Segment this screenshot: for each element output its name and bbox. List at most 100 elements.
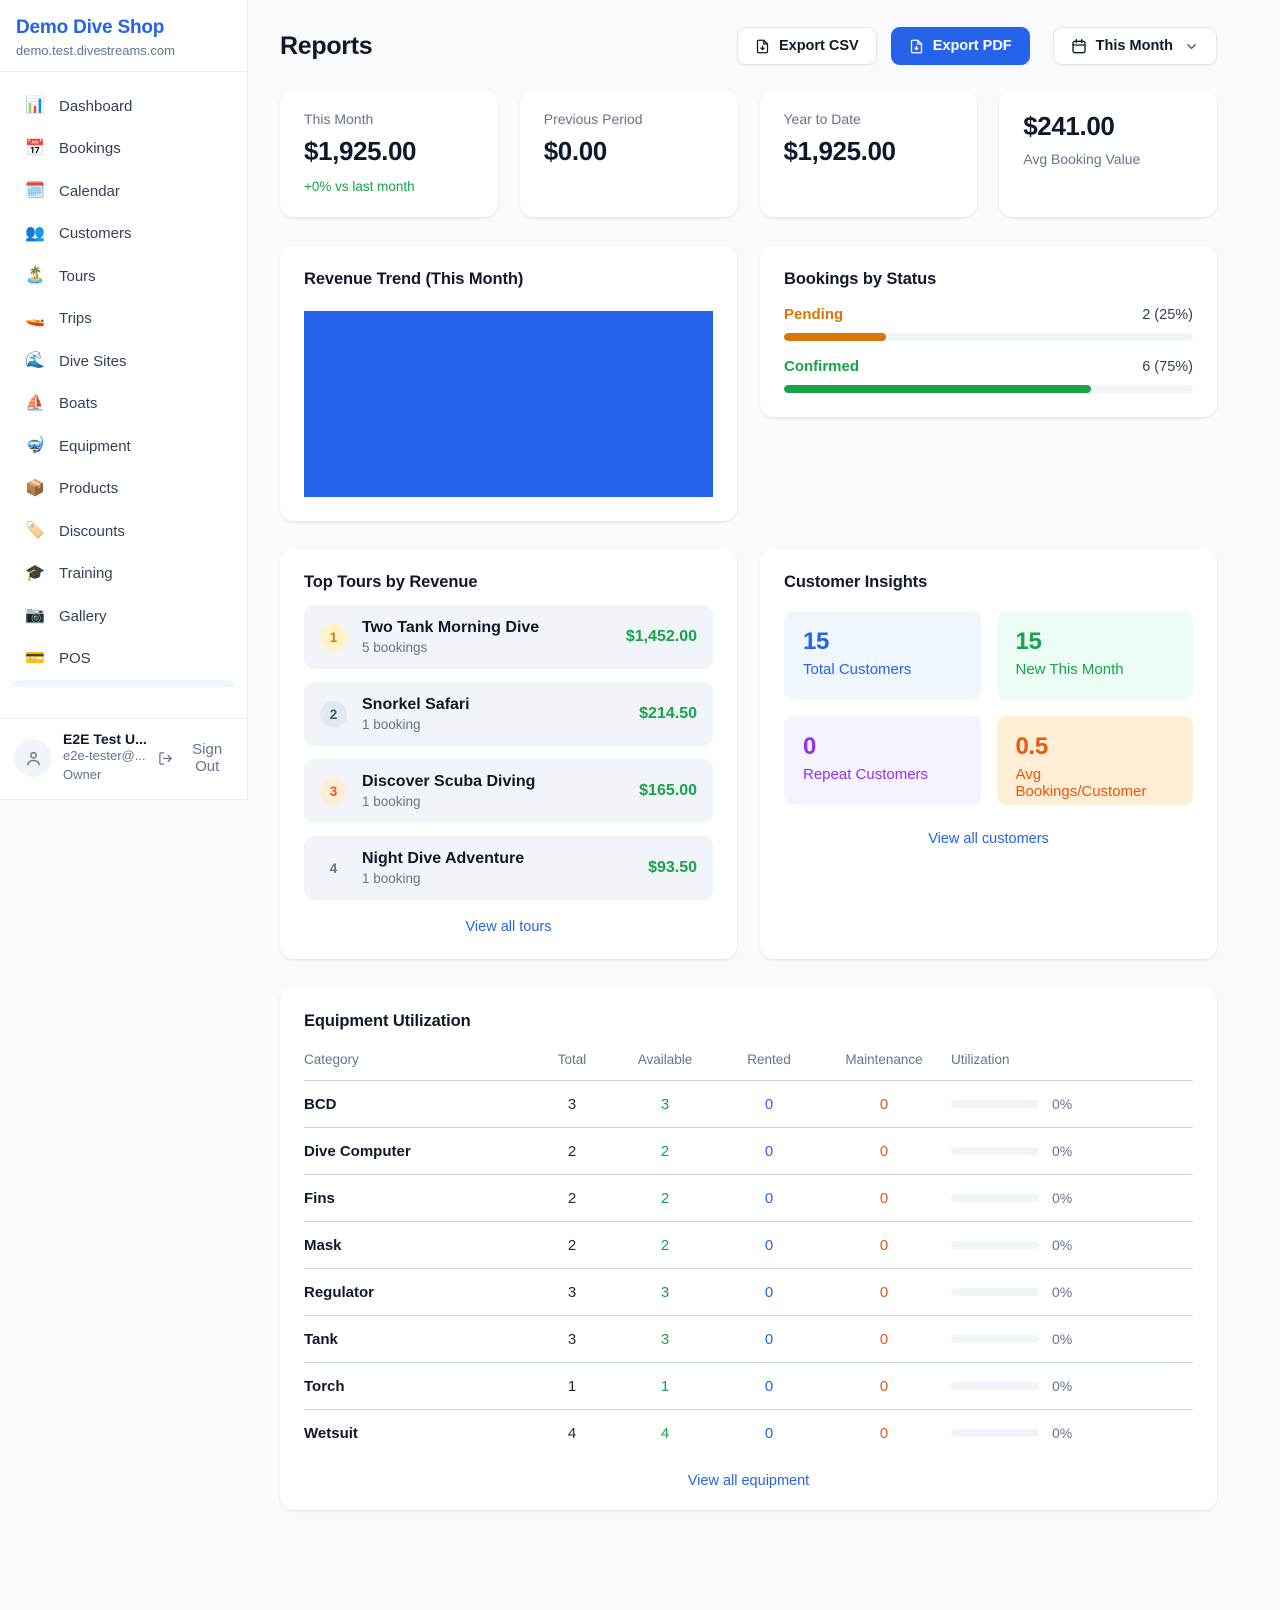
cell-total: 2 bbox=[567, 1189, 577, 1207]
customers-icon: 👥 bbox=[25, 224, 45, 242]
cell-available: 2 bbox=[660, 1142, 670, 1160]
tour-revenue: $214.50 bbox=[639, 705, 697, 722]
sidebar-item-products[interactable]: 📦 Products bbox=[12, 468, 235, 511]
user-email: e2e-tester@... bbox=[63, 748, 146, 764]
speedboat-icon: 🚤 bbox=[25, 309, 45, 327]
brand-title[interactable]: Demo Dive Shop bbox=[16, 17, 165, 38]
equipment-table-header: Category Total Available Rented Maintena… bbox=[304, 1046, 1193, 1081]
cell-maintenance: 0 bbox=[879, 1283, 889, 1301]
sidebar-item-gallery[interactable]: 📷 Gallery bbox=[12, 595, 235, 638]
insight-tile-repeat-customers: 0 Repeat Customers bbox=[784, 716, 981, 805]
sidebar-item-boats[interactable]: ⛵ Boats bbox=[12, 383, 235, 426]
sidebar-item-dashboard[interactable]: 📊 Dashboard bbox=[12, 85, 235, 128]
tour-name: Two Tank Morning Dive bbox=[362, 619, 540, 636]
sidebar-item-calendar[interactable]: 🗓️ Calendar bbox=[12, 170, 235, 213]
utilization-percent: 0% bbox=[1052, 1331, 1073, 1347]
export-pdf-button[interactable]: Export PDF bbox=[890, 27, 1030, 65]
avatar bbox=[14, 739, 52, 778]
stat-card-avg-booking-value: $241.00 Avg Booking Value bbox=[999, 90, 1217, 217]
camera-icon: 📷 bbox=[25, 607, 45, 625]
utilization-percent: 0% bbox=[1052, 1378, 1073, 1394]
sidebar-item-discounts[interactable]: 🏷️ Discounts bbox=[12, 510, 235, 553]
cell-maintenance: 0 bbox=[879, 1095, 889, 1113]
insight-tile-new-this-month: 15 New This Month bbox=[996, 611, 1193, 700]
utilization-percent: 0% bbox=[1052, 1143, 1073, 1159]
lists-row: Top Tours by Revenue 1 Two Tank Morning … bbox=[280, 549, 1217, 959]
sidebar-item-label: Dashboard bbox=[59, 97, 133, 115]
tour-name: Night Dive Adventure bbox=[362, 850, 525, 867]
table-row: Wetsuit 4 4 0 0 0% bbox=[304, 1410, 1193, 1456]
cell-rented: 0 bbox=[764, 1330, 774, 1348]
status-count: 2 (25%) bbox=[1142, 307, 1193, 323]
insight-label: Total Customers bbox=[803, 661, 912, 678]
utilization-bar bbox=[951, 1100, 1039, 1108]
view-all-tours-link[interactable]: View all tours bbox=[465, 919, 552, 935]
tour-revenue: $165.00 bbox=[639, 782, 697, 799]
cell-category: Wetsuit bbox=[304, 1424, 358, 1442]
cell-total: 1 bbox=[567, 1377, 577, 1395]
sidebar-item-label: Training bbox=[59, 565, 113, 583]
table-row: Dive Computer 2 2 0 0 0% bbox=[304, 1128, 1193, 1175]
utilization-percent: 0% bbox=[1052, 1425, 1073, 1441]
cell-category: Dive Computer bbox=[304, 1142, 411, 1160]
wave-icon: 🌊 bbox=[25, 352, 45, 370]
rank-badge: 1 bbox=[320, 623, 347, 651]
tour-bookings: 1 booking bbox=[362, 717, 421, 732]
export-pdf-label: Export PDF bbox=[932, 38, 1012, 54]
status-label: Confirmed bbox=[784, 358, 859, 375]
utilization-percent: 0% bbox=[1052, 1284, 1073, 1300]
sidebar-item-label: Calendar bbox=[59, 182, 120, 200]
sailboat-icon: ⛵ bbox=[25, 394, 45, 412]
tour-revenue: $1,452.00 bbox=[625, 628, 697, 645]
sidebar-item-customers[interactable]: 👥 Customers bbox=[12, 213, 235, 256]
view-all-customers-link[interactable]: View all customers bbox=[928, 831, 1049, 847]
sidebar-user-footer: E2E Test U... e2e-tester@... Owner Sign … bbox=[0, 718, 247, 799]
sidebar-item-label: Gallery bbox=[59, 607, 107, 625]
sidebar-item-reports-partial[interactable] bbox=[12, 680, 235, 687]
insight-value: 15 bbox=[803, 628, 830, 655]
sidebar-item-trips[interactable]: 🚤 Trips bbox=[12, 298, 235, 341]
table-row: Fins 2 2 0 0 0% bbox=[304, 1175, 1193, 1222]
sidebar-item-pos[interactable]: 💳 POS bbox=[12, 638, 235, 681]
sign-out-label: Sign Out bbox=[192, 741, 223, 776]
sidebar-item-label: Discounts bbox=[59, 522, 125, 540]
cell-total: 3 bbox=[567, 1095, 577, 1113]
period-dropdown[interactable]: This Month bbox=[1052, 27, 1217, 65]
status-count: 6 (75%) bbox=[1142, 359, 1193, 375]
stat-delta: +0% vs last month bbox=[304, 179, 415, 194]
credit-card-icon: 💳 bbox=[25, 649, 45, 667]
brand-block: Demo Dive Shop demo.test.divestreams.com bbox=[0, 0, 247, 72]
main-content: Reports Export CSV Export PDF This Month bbox=[248, 0, 1280, 1570]
cell-maintenance: 0 bbox=[879, 1142, 889, 1160]
utilization-percent: 0% bbox=[1052, 1237, 1073, 1253]
sidebar-item-dive-sites[interactable]: 🌊 Dive Sites bbox=[12, 340, 235, 383]
sidebar-item-equipment[interactable]: 🤿 Equipment bbox=[12, 425, 235, 468]
chevron-down-icon bbox=[1184, 39, 1199, 54]
sidebar-item-label: Bookings bbox=[59, 140, 121, 158]
cell-available: 2 bbox=[660, 1189, 670, 1207]
customer-insights-title: Customer Insights bbox=[784, 573, 928, 591]
bookings-by-status-card: Bookings by Status Pending 2 (25%) Confi… bbox=[760, 246, 1217, 417]
sidebar-item-label: Boats bbox=[59, 395, 98, 413]
stat-label: This Month bbox=[304, 111, 374, 127]
equipment-table: Category Total Available Rented Maintena… bbox=[304, 1046, 1193, 1456]
sidebar-item-label: Equipment bbox=[59, 437, 131, 455]
sidebar-nav: 📊 Dashboard 📅 Bookings 🗓️ Calendar 👥 Cus… bbox=[0, 72, 247, 680]
user-meta: E2E Test U... e2e-tester@... Owner bbox=[63, 731, 147, 785]
column-header-rented: Rented bbox=[747, 1052, 791, 1067]
calendar-icon bbox=[1072, 39, 1086, 54]
tour-bookings: 1 booking bbox=[362, 871, 421, 886]
cell-category: Mask bbox=[304, 1236, 342, 1254]
sidebar-item-tours[interactable]: 🏝️ Tours bbox=[12, 255, 235, 298]
view-all-equipment-link[interactable]: View all equipment bbox=[687, 1473, 810, 1489]
sign-out-button[interactable]: Sign Out bbox=[158, 741, 233, 775]
stat-label: Year to Date bbox=[783, 111, 861, 127]
sidebar-item-bookings[interactable]: 📅 Bookings bbox=[12, 128, 235, 171]
stat-label: Previous Period bbox=[543, 111, 643, 127]
sidebar-item-training[interactable]: 🎓 Training bbox=[12, 553, 235, 596]
stat-value: $1,925.00 bbox=[783, 136, 896, 166]
export-csv-button[interactable]: Export CSV bbox=[736, 27, 877, 65]
cell-rented: 0 bbox=[764, 1142, 774, 1160]
utilization-bar bbox=[951, 1335, 1039, 1343]
equipment-utilization-title: Equipment Utilization bbox=[304, 1012, 471, 1030]
